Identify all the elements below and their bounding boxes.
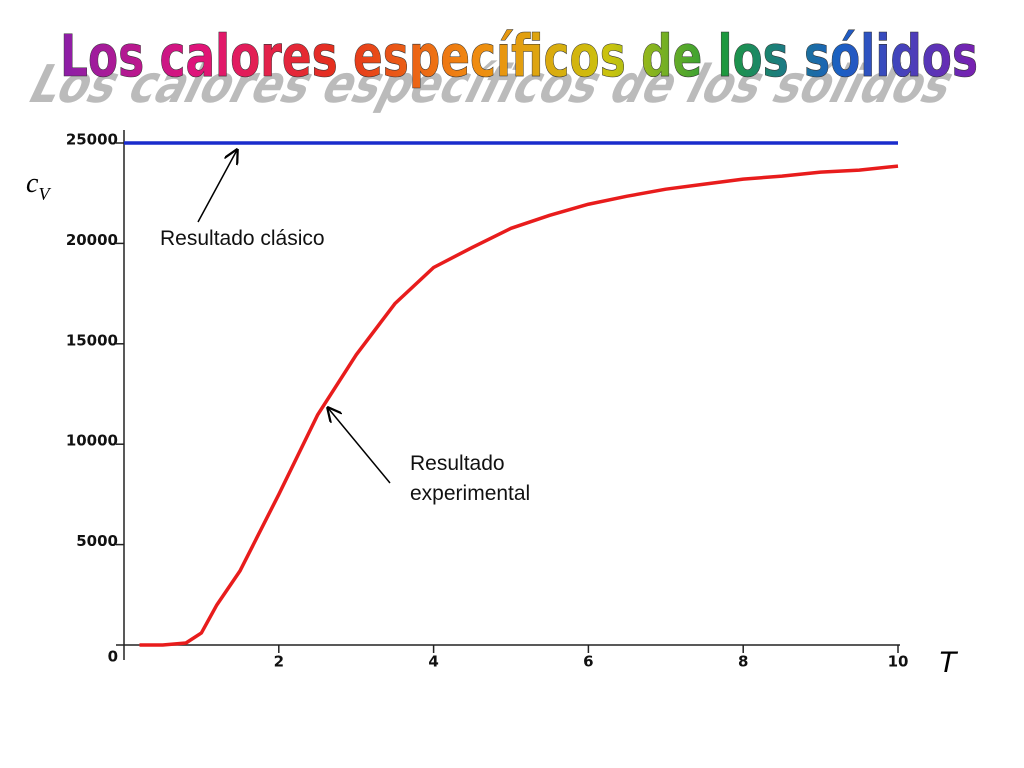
x-tick-label: 6: [583, 653, 593, 671]
y-axis-label: cV: [26, 168, 51, 204]
y-tick-label: 20000: [66, 231, 118, 249]
x-tick-label: 10: [888, 653, 909, 671]
x-tick-label: 4: [428, 653, 438, 671]
arrow: [197, 150, 237, 223]
title-shadow: Los calores específicos de los sólidos: [19, 54, 965, 115]
y-tick-label: 25000: [66, 131, 118, 149]
annotation: Resultado clásico: [160, 227, 325, 250]
annotation: experimental: [410, 482, 530, 505]
y-tick-label: 15000: [66, 331, 118, 349]
annotation: Resultado: [410, 452, 505, 475]
chart-title: Los calores específicos de los sólidos: [60, 22, 978, 90]
x-tick-label: 2: [274, 653, 284, 671]
y-tick-label: 5000: [76, 532, 118, 550]
y-tick-label: 10000: [66, 432, 118, 450]
x-axis-label: T: [938, 646, 959, 679]
series-line: [139, 164, 899, 647]
x-tick-label: 8: [738, 653, 748, 671]
arrow: [328, 408, 391, 484]
y-tick-label: 0: [108, 648, 118, 666]
